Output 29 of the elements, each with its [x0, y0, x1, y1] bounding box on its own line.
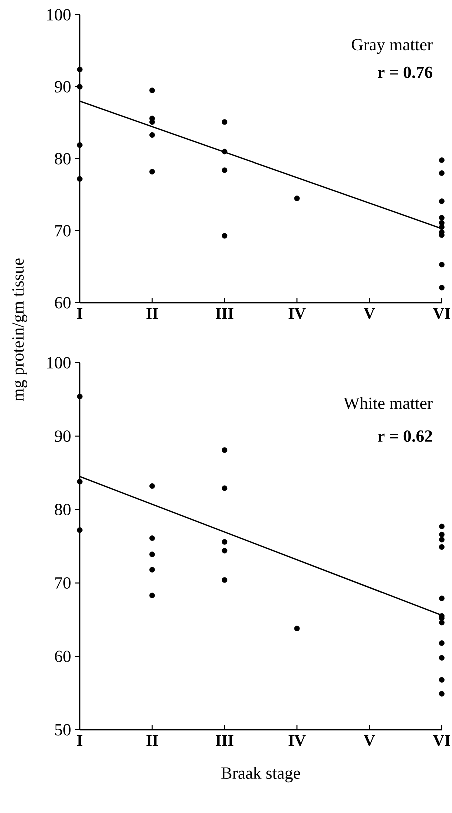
annotation: White matter — [344, 397, 433, 410]
y-tick-label: 50 — [55, 724, 71, 736]
x-axis-title: Braak stage — [222, 767, 300, 783]
annotation: Gray matter — [352, 39, 433, 54]
x-tick-label: V — [364, 736, 376, 746]
x-tick-label: IV — [288, 308, 306, 320]
x-tick-label: VI — [433, 308, 450, 320]
x-tick-label: I — [77, 308, 83, 319]
y-tick-label: 60 — [55, 297, 71, 309]
y-tick-label: 90 — [55, 81, 71, 93]
x-tick-label: IV — [288, 736, 306, 746]
x-tick-label: VI — [433, 736, 450, 746]
x-tick-label: II — [146, 736, 158, 746]
y-tick-label: 80 — [55, 153, 71, 165]
x-tick-label: II — [146, 308, 158, 319]
annotation: r = 0.76 — [378, 66, 433, 78]
y-tick-label: 80 — [55, 504, 71, 516]
y-axis-title: mg protein/gm tissue — [12, 258, 28, 402]
x-tick-label: I — [77, 736, 83, 746]
y-tick-label: 100 — [47, 357, 71, 369]
annotation: r = 0.62 — [378, 430, 432, 442]
y-tick-label: 100 — [47, 9, 71, 21]
x-tick-label: V — [364, 308, 376, 320]
y-tick-label: 90 — [55, 430, 71, 442]
x-tick-label: III — [216, 308, 234, 319]
y-tick-label: 60 — [55, 650, 71, 662]
x-tick-label: III — [216, 736, 234, 746]
y-tick-label: 70 — [56, 225, 71, 237]
y-tick-label: 70 — [56, 577, 71, 589]
